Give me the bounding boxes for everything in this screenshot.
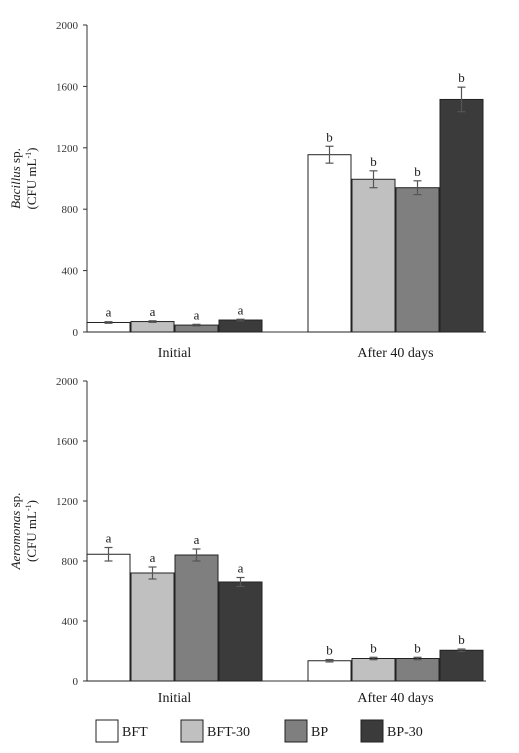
significance-letter: a	[194, 532, 200, 547]
significance-letter: b	[326, 129, 333, 144]
y-tick-label: 400	[62, 616, 79, 628]
category-label: After 40 days	[357, 346, 433, 361]
y-tick-label: 2000	[56, 20, 79, 32]
bar-bft-after-40-days	[307, 660, 352, 682]
aeromonas-panel: 0 400 800 1200 1600 2000 Aeromonas sp.(CFU mL-…	[8, 376, 486, 706]
y-tick-label: 0	[73, 327, 79, 339]
bacillus-panel: 0 400 800 1200 1600 2000 Bacillus sp.(CFU mL-1…	[8, 20, 486, 361]
significance-letter: b	[414, 164, 421, 179]
y-axis-label-unit: (CFU mL-1)	[24, 500, 39, 562]
bar-bft-30-initial	[130, 321, 175, 333]
significance-letter: a	[238, 561, 244, 576]
legend-swatch-bft-30	[180, 719, 204, 743]
category-label: Initial	[158, 691, 192, 706]
significance-letter: b	[414, 640, 421, 655]
significance-letter: b	[458, 70, 465, 85]
y-tick-label: 400	[62, 266, 79, 278]
significance-letter: a	[194, 307, 200, 322]
bar-bft-30-initial	[130, 572, 175, 682]
y-tick-label: 2000	[56, 376, 79, 388]
legend-swatch-bp	[284, 719, 308, 743]
legend-swatch-bft	[95, 719, 119, 743]
bar-bp-30-initial	[218, 319, 263, 333]
significance-letter: a	[106, 305, 112, 320]
bar-bp-after-40-days	[395, 187, 440, 333]
y-axis-label: Bacillus sp.(CFU mL-1)	[8, 148, 39, 210]
bar-bp-after-40-days	[395, 658, 440, 682]
y-tick-label: 1200	[56, 143, 79, 155]
bar-bp-initial	[174, 554, 219, 682]
significance-letter: b	[370, 640, 377, 655]
significance-letter: a	[150, 550, 156, 565]
y-tick-label: 1600	[56, 81, 79, 93]
bar-bft-initial	[86, 321, 131, 333]
bar-bp-30-after-40-days	[439, 98, 484, 333]
significance-letter: b	[458, 632, 465, 647]
y-axis-label: Aeromonas sp.(CFU mL-1)	[8, 493, 39, 571]
y-axis-label-organism: Bacillus sp.	[8, 148, 23, 209]
y-axis-label-organism: Aeromonas sp.	[8, 493, 23, 571]
y-tick-label: 0	[73, 676, 79, 688]
legend-swatch-bp-30	[360, 719, 384, 743]
y-tick-label: 800	[62, 204, 79, 216]
legend-label-bp: BP	[311, 725, 328, 740]
significance-letter: b	[370, 154, 377, 169]
y-axis-label-unit: (CFU mL-1)	[24, 148, 39, 210]
y-tick-label: 1600	[56, 436, 79, 448]
bar-bft-30-after-40-days	[351, 658, 396, 682]
significance-letter: a	[238, 302, 244, 317]
bar-bft-after-40-days	[307, 154, 352, 333]
legend-label-bp-30: BP-30	[387, 725, 423, 740]
y-tick-label: 1200	[56, 496, 79, 508]
legend-label-bft: BFT	[122, 725, 148, 740]
category-label: After 40 days	[357, 691, 433, 706]
bar-bft-30-after-40-days	[351, 178, 396, 333]
category-label: Initial	[158, 346, 192, 361]
significance-letter: a	[150, 304, 156, 319]
legend-label-bft-30: BFT-30	[207, 725, 250, 740]
significance-letter: a	[106, 531, 112, 546]
y-tick-label: 800	[62, 556, 79, 568]
bar-bp-30-initial	[218, 581, 263, 682]
bar-bft-initial	[86, 553, 131, 682]
bar-bp-30-after-40-days	[439, 649, 484, 682]
significance-letter: b	[326, 643, 333, 658]
legend: BFT BFT-30 BP BP-30	[95, 719, 423, 743]
